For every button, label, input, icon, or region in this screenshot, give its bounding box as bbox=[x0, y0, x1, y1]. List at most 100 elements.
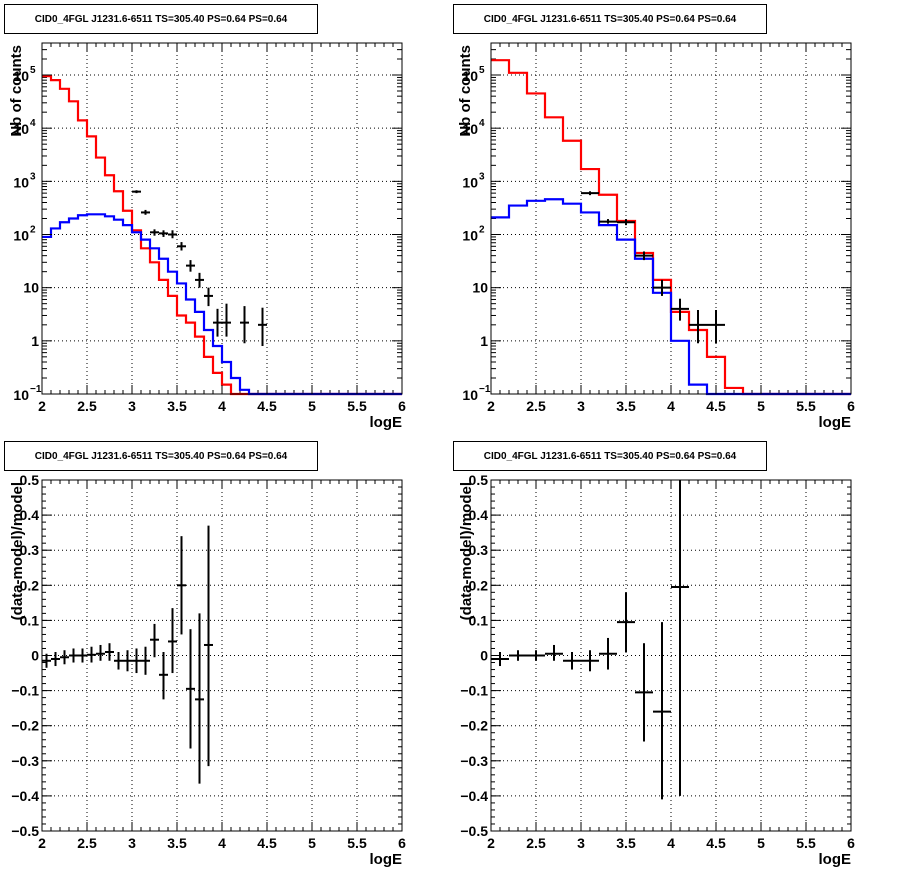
tick-label-y: 0 bbox=[31, 648, 39, 664]
minor-ticks bbox=[42, 42, 402, 379]
tick-label-y: 10 bbox=[462, 174, 478, 190]
data-point bbox=[240, 306, 249, 344]
data-point bbox=[545, 644, 563, 661]
data-point bbox=[186, 629, 195, 749]
tick-label-x: 4.5 bbox=[257, 835, 277, 851]
data-point bbox=[141, 209, 150, 215]
tick-label-y: −0.3 bbox=[460, 753, 488, 769]
data-point bbox=[581, 191, 599, 196]
data-point bbox=[69, 648, 78, 663]
data-point bbox=[168, 230, 177, 239]
tick-label-x: 5 bbox=[308, 398, 316, 414]
tick-label-x: 2 bbox=[487, 398, 495, 414]
tick-label-y: −0.5 bbox=[11, 823, 39, 839]
data-point bbox=[222, 303, 231, 337]
y-axis-title: Nb of counts bbox=[457, 45, 474, 137]
tick-label-y: 10 bbox=[462, 228, 478, 244]
tick-label-y-exponent: 5 bbox=[479, 65, 485, 76]
tick-label-x: 6 bbox=[847, 398, 855, 414]
tick-label-y: −0.4 bbox=[11, 788, 39, 804]
tick-label-x: 3 bbox=[128, 835, 136, 851]
x-axis: 2 2.5 3 3.5 4 4.5 5 5.5 6 bbox=[487, 480, 855, 851]
tick-label-y-exponent: 5 bbox=[30, 65, 36, 76]
tick-label-y-exponent: 2 bbox=[479, 225, 485, 236]
tick-label-y: 10 bbox=[13, 121, 29, 137]
data-point bbox=[617, 592, 635, 652]
tick-label-x: 2 bbox=[487, 835, 495, 851]
data-point bbox=[635, 643, 653, 742]
tick-label-y: 0 bbox=[480, 648, 488, 664]
data-point bbox=[159, 651, 168, 700]
x-axis: 2 2.5 3 3.5 4 4.5 5 5.5 6 bbox=[487, 43, 855, 414]
data-point bbox=[671, 480, 689, 796]
x-axis: 2 2.5 3 3.5 4 4.5 5 5.5 6 bbox=[38, 480, 406, 851]
data-point bbox=[195, 613, 204, 784]
pad-title: CID0_4FGL J1231.6-6511 TS=305.40 PS=0.64… bbox=[453, 441, 767, 471]
tick-label-x: 4 bbox=[667, 835, 675, 851]
tick-label-y-exponent: 4 bbox=[479, 118, 485, 129]
tick-label-y: −0.1 bbox=[460, 683, 488, 699]
tick-label-y: 0.4 bbox=[20, 507, 40, 523]
tick-label-x: 2.5 bbox=[526, 835, 546, 851]
tick-label-x: 3 bbox=[577, 835, 585, 851]
data-point bbox=[150, 623, 159, 658]
tick-label-x: 5 bbox=[757, 398, 765, 414]
x-axis-title: logE bbox=[370, 851, 403, 868]
minor-ticks bbox=[491, 42, 851, 379]
tick-label-x: 2 bbox=[38, 835, 46, 851]
pad-title: CID0_4FGL J1231.6-6511 TS=305.40 PS=0.64… bbox=[4, 441, 318, 471]
tick-label-y: −0.5 bbox=[460, 823, 488, 839]
tick-label-x: 3.5 bbox=[167, 398, 187, 414]
data-points bbox=[42, 525, 213, 784]
data-point bbox=[635, 251, 653, 261]
chart-canvas: 2 2.5 3 3.5 4 4.5 5 5.5 6 −0.5 −0.4 −0.3 −0.2 −0.1 0 0.… bbox=[458, 472, 855, 868]
tick-label-y-exponent: −1 bbox=[30, 384, 42, 395]
chart-canvas: 2 2.5 3 3.5 4 4.5 5 5.5 6 −0.5 −0.4 −0.3 −0.2 −0.1 0 0.… bbox=[9, 472, 406, 868]
data-point bbox=[60, 650, 69, 665]
data-point bbox=[671, 298, 689, 321]
data-point bbox=[141, 646, 150, 675]
pad-residuals-fine: 2 2.5 3 3.5 4 4.5 5 5.5 6 −0.5 −0.4 −0.3 −0.2 −0.1 0 0.… bbox=[0, 437, 449, 875]
data-points bbox=[491, 480, 689, 800]
y-axis-title: (data-model)/model bbox=[9, 482, 26, 620]
x-axis-title: logE bbox=[819, 851, 852, 868]
tick-label-x: 2 bbox=[38, 398, 46, 414]
y-axis: −0.5 −0.4 −0.3 −0.2 −0.1 0 0.1 0.2 0.3 0.4 0.5 bbox=[11, 472, 402, 839]
x-axis: 2 2.5 3 3.5 4 4.5 5 5.5 6 bbox=[38, 43, 406, 414]
tick-label-y-exponent: 2 bbox=[30, 225, 36, 236]
tick-label-y-exponent: 3 bbox=[30, 171, 36, 182]
pad-residuals-coarse: 2 2.5 3 3.5 4 4.5 5 5.5 6 −0.5 −0.4 −0.3 −0.2 −0.1 0 0.… bbox=[449, 437, 898, 875]
data-point bbox=[123, 650, 132, 672]
tick-label-x: 5.5 bbox=[347, 835, 367, 851]
data-point bbox=[114, 651, 123, 670]
tick-label-x: 3 bbox=[577, 398, 585, 414]
tick-label-y: −0.3 bbox=[11, 753, 39, 769]
data-point bbox=[177, 536, 186, 635]
tick-label-x: 6 bbox=[847, 835, 855, 851]
data-point bbox=[213, 308, 222, 337]
tick-label-x: 4 bbox=[218, 398, 226, 414]
tick-label-x: 4.5 bbox=[257, 398, 277, 414]
tick-label-y: 0.5 bbox=[20, 472, 40, 488]
tick-label-y: 0.3 bbox=[20, 542, 40, 558]
tick-label-x: 3.5 bbox=[616, 398, 636, 414]
tick-label-x: 6 bbox=[398, 398, 406, 414]
tick-label-y: 10 bbox=[472, 280, 488, 296]
data-point bbox=[527, 650, 545, 661]
tick-label-y: −0.1 bbox=[11, 683, 39, 699]
tick-label-y-exponent: −1 bbox=[479, 384, 491, 395]
x-axis-title: logE bbox=[370, 414, 403, 431]
pad-title: CID0_4FGL J1231.6-6511 TS=305.40 PS=0.64… bbox=[453, 4, 767, 34]
grid bbox=[42, 43, 402, 394]
tick-label-y: 0.2 bbox=[20, 577, 40, 593]
data-point bbox=[132, 648, 141, 674]
tick-label-x: 4 bbox=[667, 398, 675, 414]
data-point bbox=[707, 310, 725, 344]
tick-label-y: 0.3 bbox=[469, 542, 489, 558]
tick-label-y-exponent: 3 bbox=[479, 171, 485, 182]
tick-label-y: −0.4 bbox=[460, 788, 488, 804]
data-points bbox=[581, 191, 725, 344]
data-point bbox=[159, 230, 168, 237]
data-point bbox=[617, 219, 635, 226]
